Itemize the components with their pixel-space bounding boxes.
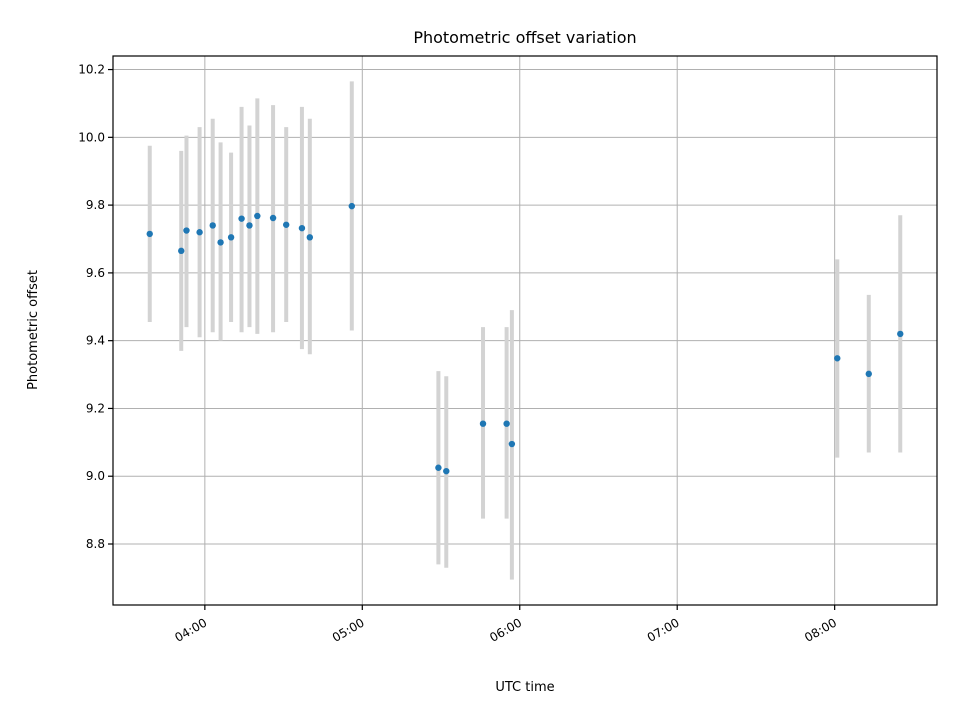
x-tick-label: 05:00: [330, 615, 367, 644]
data-point: [282, 221, 290, 228]
data-points: [146, 202, 904, 475]
data-point: [443, 467, 450, 475]
x-axis-label: UTC time: [495, 680, 554, 695]
x-tick-label: 04:00: [172, 615, 209, 644]
y-tick-label: 10.0: [78, 130, 105, 144]
x-tick-label: 06:00: [487, 615, 524, 644]
data-point: [865, 370, 872, 378]
x-tick-label: 08:00: [802, 615, 839, 644]
data-point: [298, 224, 306, 232]
x-tick-label: 07:00: [645, 615, 682, 644]
data-point: [897, 330, 904, 338]
data-point: [254, 212, 261, 220]
data-point: [503, 420, 510, 427]
data-point: [834, 355, 841, 362]
y-tick-label: 9.4: [86, 334, 105, 348]
data-point: [246, 222, 253, 229]
data-point: [146, 230, 153, 238]
data-point: [479, 420, 487, 427]
axis-ticks: 04:00 05:00 06:00 07:00 08:00 8.8 9.0 9.2 9.4 9.6…: [78, 63, 839, 645]
y-tick-label: 10.2: [78, 63, 105, 77]
data-point: [183, 227, 190, 234]
y-tick-label: 9.8: [86, 198, 105, 212]
y-axis-label: Photometric offset: [26, 270, 41, 390]
data-point: [508, 440, 516, 448]
plot-area-frame: [112, 55, 938, 606]
data-point: [269, 214, 277, 222]
data-point: [306, 234, 314, 241]
chart-title: Photometric offset variation: [413, 28, 636, 47]
error-bars: [147, 81, 903, 580]
data-point: [227, 234, 235, 241]
y-tick-label: 9.2: [86, 401, 105, 415]
data-point: [196, 229, 203, 236]
data-point: [435, 464, 442, 471]
grid-lines: [113, 56, 937, 605]
data-point: [348, 202, 356, 210]
y-tick-label: 9.6: [86, 266, 105, 280]
data-point: [178, 247, 185, 255]
y-tick-label: 8.8: [86, 537, 105, 551]
data-point: [238, 215, 245, 222]
data-point: [217, 239, 224, 246]
data-point: [209, 222, 216, 229]
y-tick-label: 9.0: [86, 469, 105, 483]
